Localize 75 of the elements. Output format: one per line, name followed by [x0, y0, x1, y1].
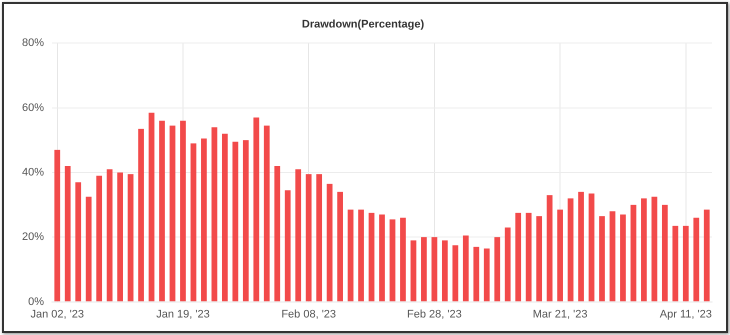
- bar: [568, 198, 574, 302]
- bar: [410, 240, 416, 302]
- bar: [170, 126, 176, 302]
- bar: [462, 236, 469, 302]
- bar: [504, 227, 511, 302]
- bar: [295, 169, 302, 302]
- bar: [578, 192, 584, 302]
- bar: [682, 226, 689, 302]
- bar: [400, 218, 406, 302]
- x-tick-label: Feb 08, '23: [281, 308, 336, 320]
- bar: [274, 166, 280, 302]
- bar: [526, 212, 532, 302]
- bar: [368, 212, 374, 302]
- bar: [306, 174, 312, 302]
- bar: [557, 210, 563, 302]
- y-tick-label: 0%: [28, 296, 44, 308]
- bar: [284, 190, 291, 302]
- bar: [484, 248, 490, 302]
- bar: [473, 246, 480, 302]
- y-tick-label: 20%: [22, 231, 44, 244]
- bar: [316, 174, 322, 302]
- bar: [75, 182, 82, 302]
- bar: [180, 120, 186, 302]
- bar: [86, 196, 92, 302]
- bar: [662, 204, 668, 302]
- bar: [515, 212, 522, 302]
- bar: [704, 210, 710, 302]
- x-tick-label: Feb 28, '23: [407, 308, 462, 320]
- bar: [652, 196, 658, 302]
- bar: [546, 195, 553, 302]
- bar: [148, 112, 154, 302]
- bar: [253, 118, 260, 302]
- bar: [672, 226, 678, 302]
- bar: [159, 120, 165, 302]
- bar: [390, 219, 396, 302]
- x-tick-label: Jan 19, '23: [156, 308, 210, 320]
- x-tick-label: Mar 21, '23: [532, 308, 588, 320]
- bar: [536, 216, 542, 302]
- bar: [242, 140, 249, 302]
- bar: [190, 143, 196, 302]
- bar: [337, 192, 343, 302]
- y-tick-label: 80%: [22, 37, 44, 50]
- y-tick-label: 40%: [22, 166, 44, 179]
- bar: [96, 176, 102, 302]
- bar: [693, 218, 700, 302]
- bar: [432, 237, 438, 302]
- bar: [117, 172, 123, 302]
- bar: [138, 128, 144, 302]
- bar: [106, 169, 113, 302]
- bar: [620, 214, 626, 302]
- bar: [442, 240, 448, 302]
- bar: [452, 245, 458, 302]
- bar: [64, 166, 71, 302]
- bar: [348, 210, 354, 302]
- bar: [128, 174, 134, 302]
- x-tick-label: Jan 02, '23: [30, 308, 84, 320]
- bar: [421, 237, 427, 302]
- y-tick-label: 60%: [22, 102, 44, 114]
- bar: [494, 237, 500, 302]
- bar: [232, 142, 238, 302]
- bar: [358, 210, 364, 302]
- bar: [630, 204, 636, 302]
- bar: [264, 126, 270, 302]
- bar: [212, 127, 218, 302]
- bar: [326, 184, 333, 302]
- bar: [599, 216, 605, 302]
- bar: [641, 198, 647, 302]
- bar: [610, 211, 616, 302]
- bar: [379, 214, 385, 302]
- bar: [201, 138, 207, 302]
- x-tick-label: Apr 11, '23: [660, 308, 712, 320]
- bar: [588, 194, 594, 302]
- bar: [222, 134, 228, 302]
- bar: [54, 150, 60, 302]
- chart-title: Drawdown(Percentage): [302, 18, 424, 31]
